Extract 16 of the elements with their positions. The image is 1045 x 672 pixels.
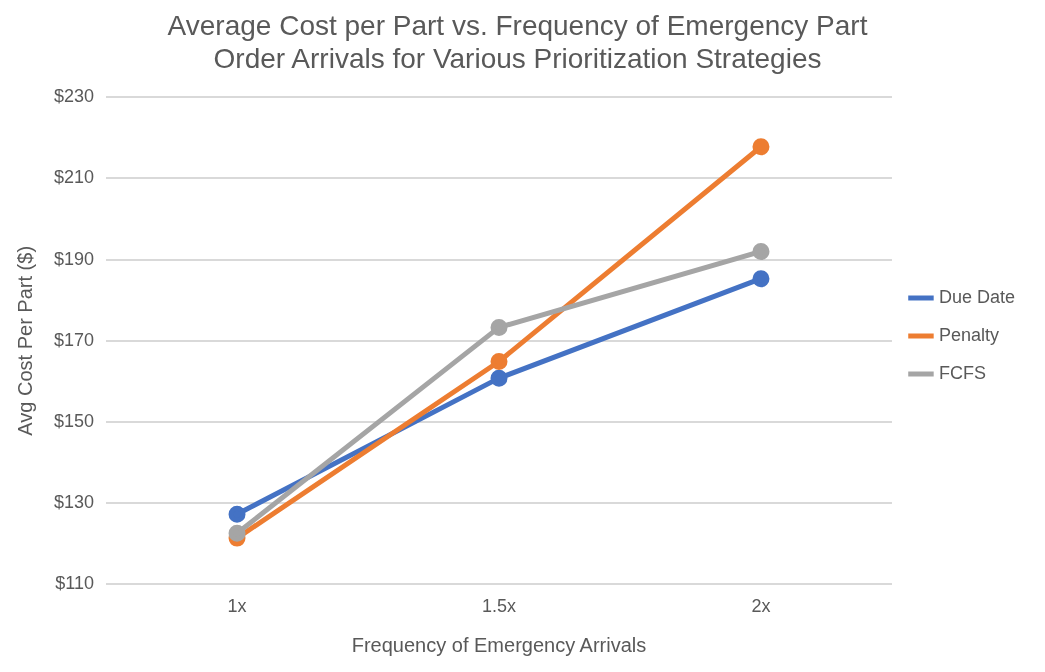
y-tick-label: $110: [55, 573, 95, 594]
x-tick-label: 1x: [227, 596, 247, 617]
y-tick-label: $190: [54, 248, 95, 269]
y-tick-label: $150: [54, 410, 95, 431]
y-tick-label: $130: [54, 492, 95, 513]
x-tick-label: 2x: [751, 596, 771, 617]
x-axis-title: Frequency of Emergency Arrivals: [351, 633, 647, 656]
chart-title: Average Cost per Part vs. Frequency of Emergency Part Order Arrivals for Various Prioritization Strategies: [167, 9, 868, 75]
x-tick-label: 1.5x: [481, 596, 517, 617]
y-tick-label: $210: [54, 167, 95, 188]
y-tick-label: $170: [54, 329, 95, 350]
legend-label: Due Date: [938, 286, 1015, 307]
legend-label: Penalty: [938, 324, 999, 345]
y-tick-label: $230: [54, 86, 95, 107]
y-axis-title: Avg Cost Per Part ($): [13, 245, 36, 436]
legend-label: FCFS: [938, 362, 986, 383]
